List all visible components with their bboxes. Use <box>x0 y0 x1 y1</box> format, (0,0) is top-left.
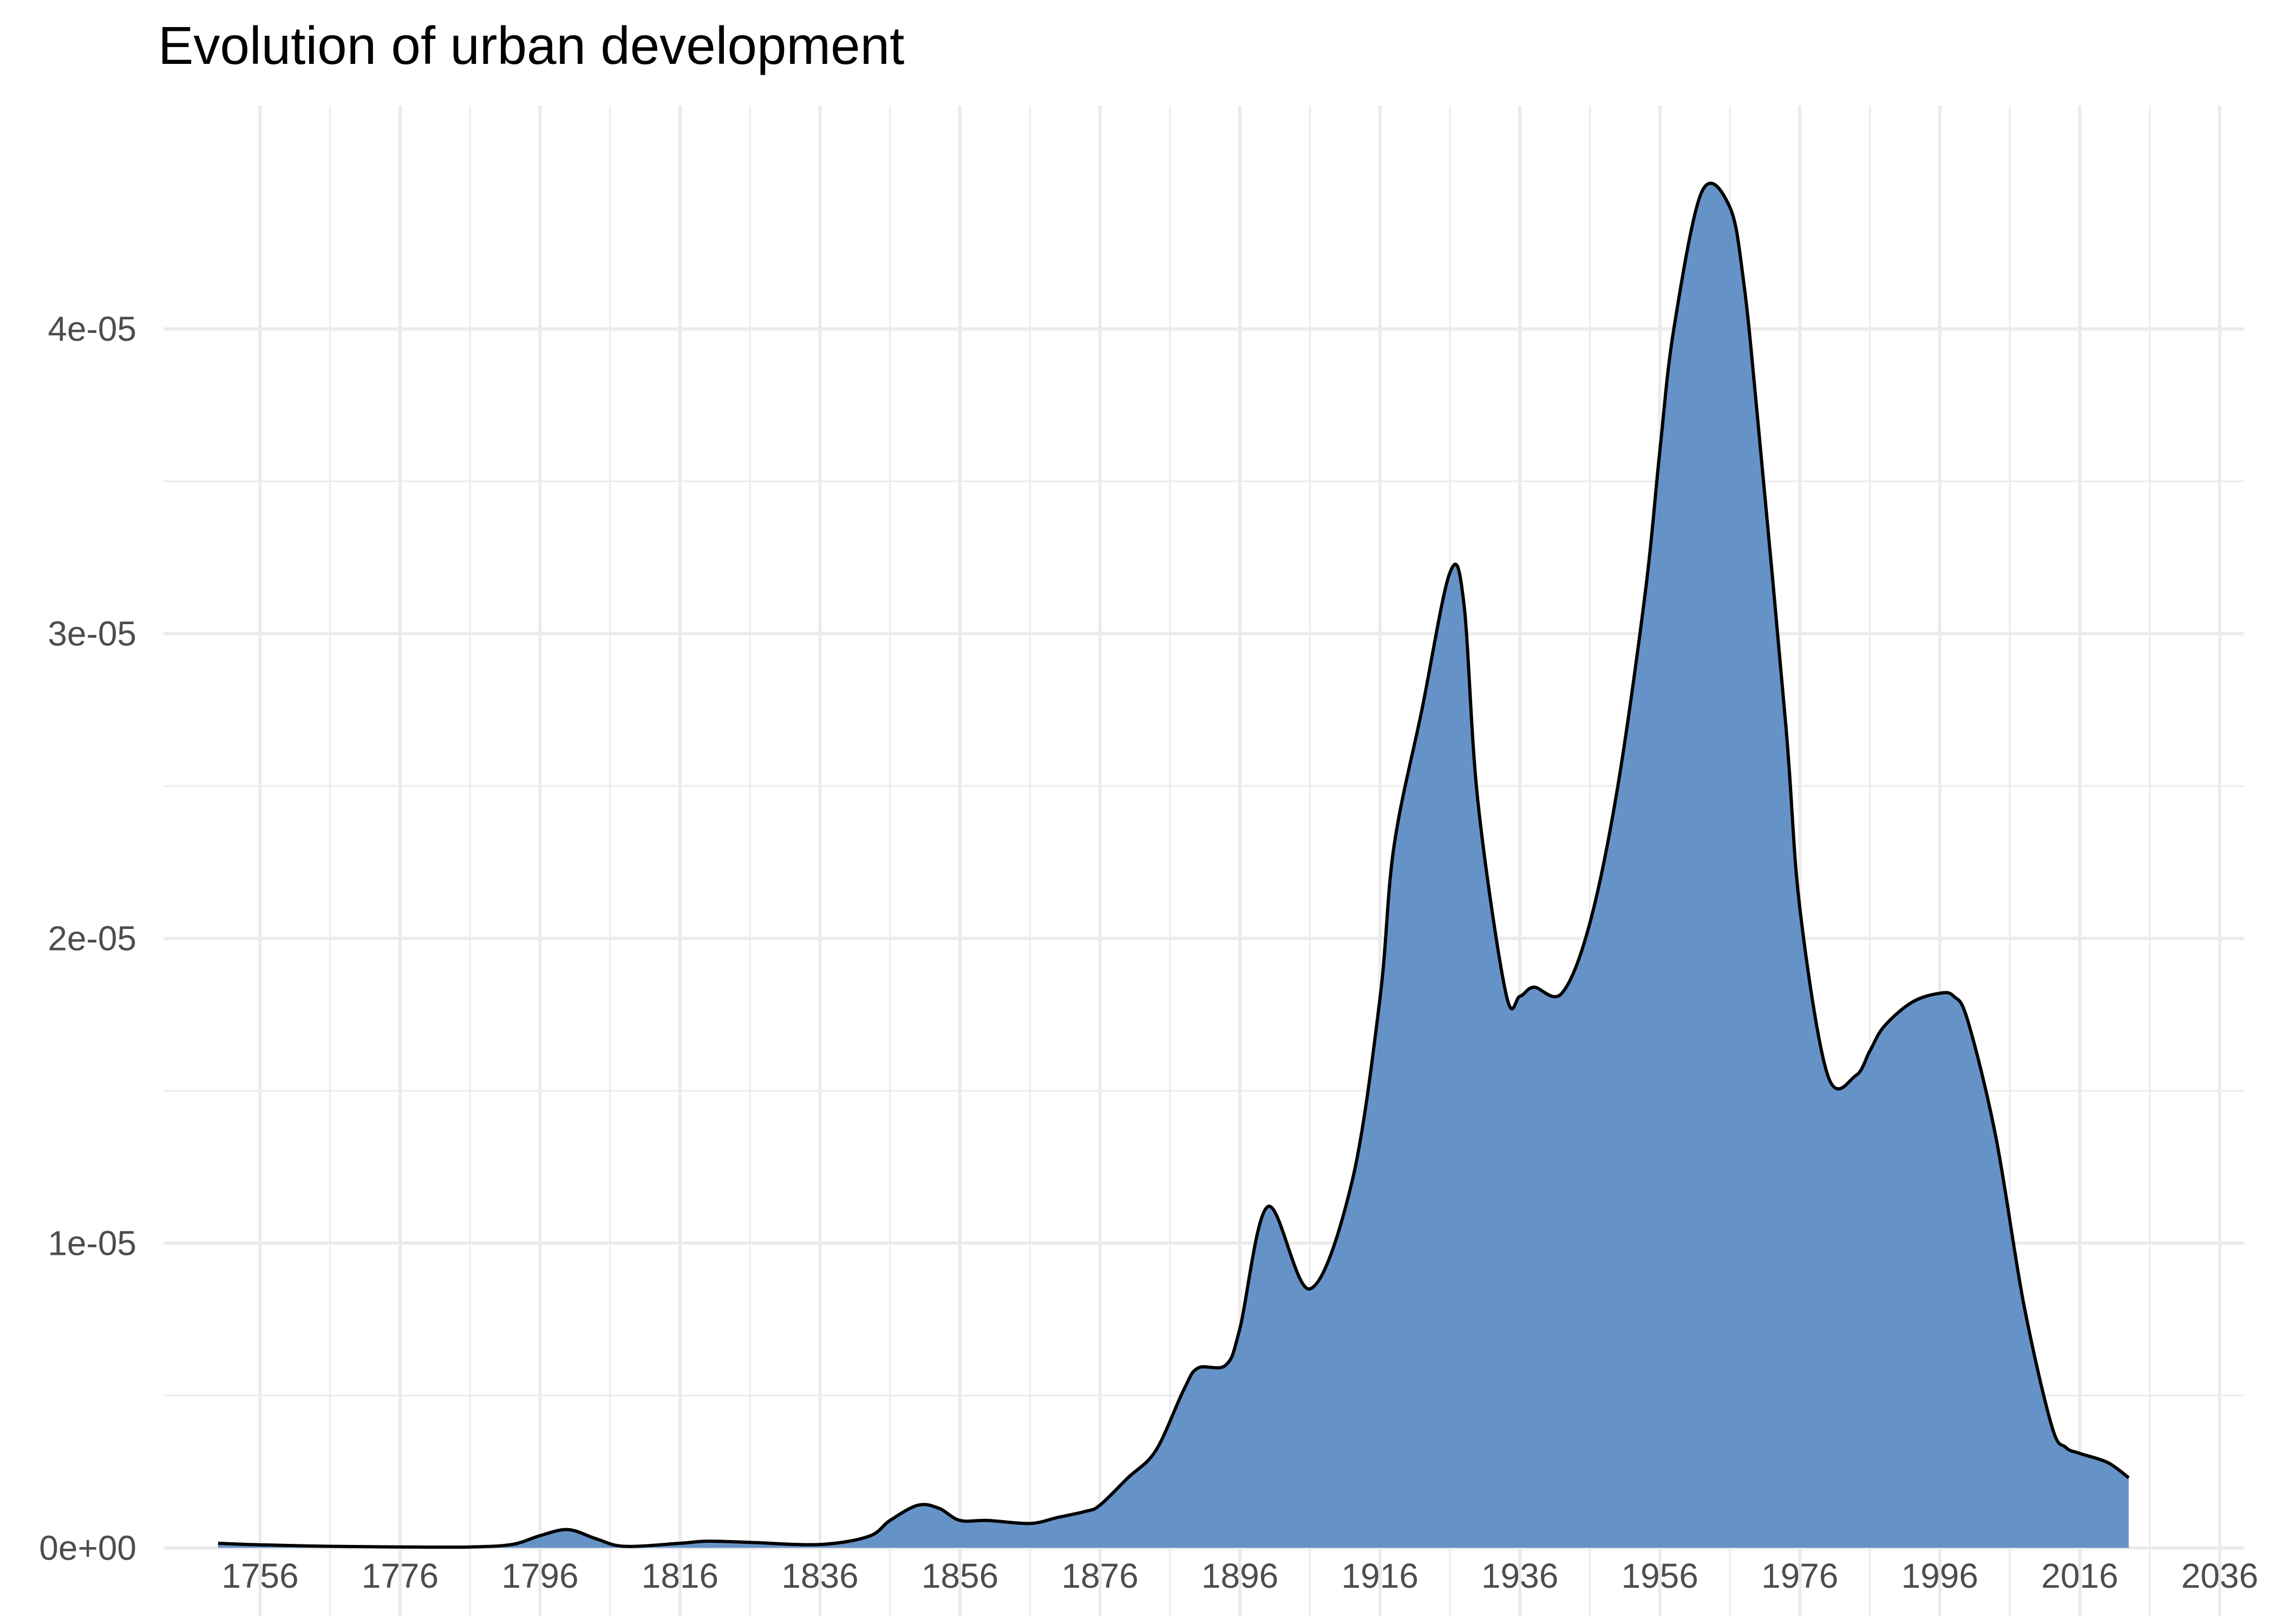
x-tick-label: 1976 <box>1761 1556 1838 1595</box>
x-tick-label: 1996 <box>1901 1556 1978 1595</box>
x-tick-label: 1816 <box>642 1556 718 1595</box>
y-tick-label: 0e+00 <box>39 1528 136 1567</box>
density-area <box>218 181 2130 1549</box>
x-tick-label: 1776 <box>362 1556 439 1595</box>
y-tick-label: 2e-05 <box>48 919 136 958</box>
x-tick-label: 1856 <box>922 1556 998 1595</box>
x-tick-label: 1876 <box>1061 1556 1138 1595</box>
y-tick-label: 1e-05 <box>48 1223 136 1262</box>
x-tick-label: 1756 <box>221 1556 298 1595</box>
x-tick-label: 1936 <box>1481 1556 1558 1595</box>
chart-title: Evolution of urban development <box>158 16 905 75</box>
y-tick-label: 3e-05 <box>48 614 136 653</box>
x-tick-label: 1956 <box>1621 1556 1698 1595</box>
x-tick-label: 2036 <box>2181 1556 2258 1595</box>
density-fill <box>218 183 2129 1548</box>
x-tick-label: 1916 <box>1341 1556 1418 1595</box>
y-tick-label: 4e-05 <box>48 310 136 349</box>
x-tick-label: 1896 <box>1201 1556 1278 1595</box>
x-tick-label: 1836 <box>781 1556 858 1595</box>
x-tick-label: 1796 <box>501 1556 578 1595</box>
density-line <box>218 181 2130 1549</box>
x-tick-label: 2016 <box>2041 1556 2118 1595</box>
x-axis-tick-labels: 1756 1776 1796 1816 1836 1856 1876 1896 1916 1936… <box>221 1556 2258 1595</box>
y-axis-tick-labels: 0e+00 1e-05 2e-05 3e-05 4e-05 <box>39 310 136 1568</box>
